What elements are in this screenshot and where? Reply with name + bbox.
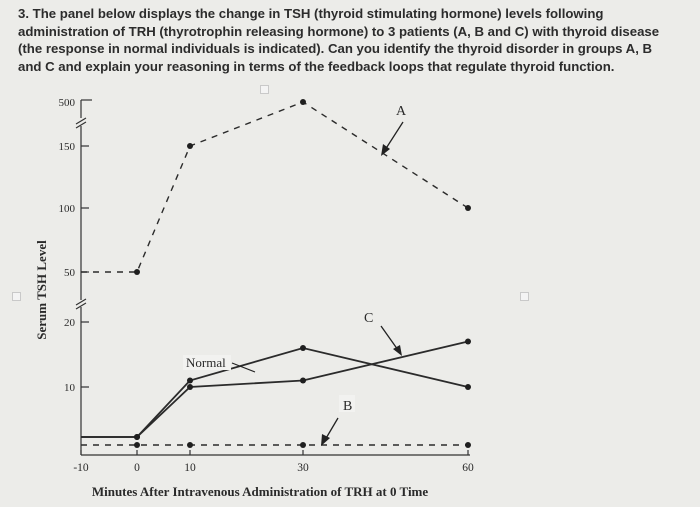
question-line: (the response in normal individuals is i… bbox=[18, 41, 653, 56]
question-line: administration of TRH (thyrotrophin rele… bbox=[18, 23, 660, 39]
y-axis-break-top bbox=[75, 117, 87, 129]
y-tick-label: 150 bbox=[59, 141, 76, 153]
data-point-a bbox=[134, 269, 140, 275]
arrow-normal bbox=[231, 362, 256, 373]
data-point-c bbox=[187, 384, 193, 390]
data-point-c bbox=[134, 434, 140, 440]
y-axis-break-bottom bbox=[75, 298, 87, 310]
y-tick-label: 50 bbox=[64, 267, 76, 279]
data-point-b bbox=[134, 442, 140, 448]
x-tick-label: 10 bbox=[184, 462, 196, 474]
arrow-b-head bbox=[321, 434, 330, 446]
data-point-a bbox=[300, 99, 306, 105]
x-tick-label: 0 bbox=[134, 462, 140, 474]
label-normal-box bbox=[183, 355, 231, 370]
x-ticks: -10 0 10 30 60 bbox=[73, 450, 474, 474]
chart-annotations: A C B Normal bbox=[183, 104, 407, 446]
series-line-a bbox=[81, 101, 469, 273]
resize-handle-top[interactable] bbox=[260, 85, 269, 94]
label-b-box bbox=[339, 395, 355, 412]
data-point-normal bbox=[465, 384, 471, 390]
arrow-a bbox=[384, 121, 404, 151]
x-tick-label: -10 bbox=[73, 462, 89, 474]
chart-series bbox=[81, 99, 471, 448]
data-point-c bbox=[300, 377, 306, 384]
y-tick-label: 10 bbox=[64, 382, 76, 394]
x-tick-label: 60 bbox=[462, 462, 474, 474]
arrow-c-head bbox=[393, 345, 402, 356]
label-b: B bbox=[343, 399, 352, 414]
arrow-b bbox=[324, 417, 339, 441]
arrow-c bbox=[380, 325, 399, 351]
resize-handle-left[interactable] bbox=[12, 292, 21, 301]
data-point-normal bbox=[187, 377, 193, 384]
data-point-a bbox=[465, 205, 471, 211]
label-normal: Normal bbox=[186, 355, 226, 370]
data-point-c bbox=[465, 338, 471, 345]
question-line: 3. The panel below displays the change i… bbox=[18, 6, 604, 21]
x-tick-label: 30 bbox=[297, 462, 309, 474]
data-point-b bbox=[187, 442, 193, 448]
resize-handle-right[interactable] bbox=[520, 292, 529, 301]
y-tick-label: 20 bbox=[64, 317, 76, 329]
data-point-b bbox=[465, 442, 471, 448]
data-point-normal bbox=[300, 345, 306, 351]
y-tick-label: 100 bbox=[59, 203, 76, 215]
label-a: A bbox=[396, 104, 407, 119]
question-text: 3. The panel below displays the change i… bbox=[18, 5, 688, 75]
y-axis-label: Serum TSH Level bbox=[34, 240, 49, 340]
label-c: C bbox=[364, 311, 373, 326]
data-point-b bbox=[300, 442, 306, 448]
series-line-normal bbox=[81, 347, 469, 438]
data-point-a bbox=[187, 143, 193, 149]
question-line: and C and explain your reasoning in term… bbox=[18, 58, 615, 74]
y-tick-label: 500 bbox=[59, 97, 76, 109]
arrow-a-head bbox=[381, 144, 390, 156]
chart-axes bbox=[75, 99, 470, 456]
y-ticks: 10 20 50 100 150 500 bbox=[59, 97, 89, 394]
x-axis-label: Minutes After Intravenous Administration… bbox=[92, 484, 429, 499]
